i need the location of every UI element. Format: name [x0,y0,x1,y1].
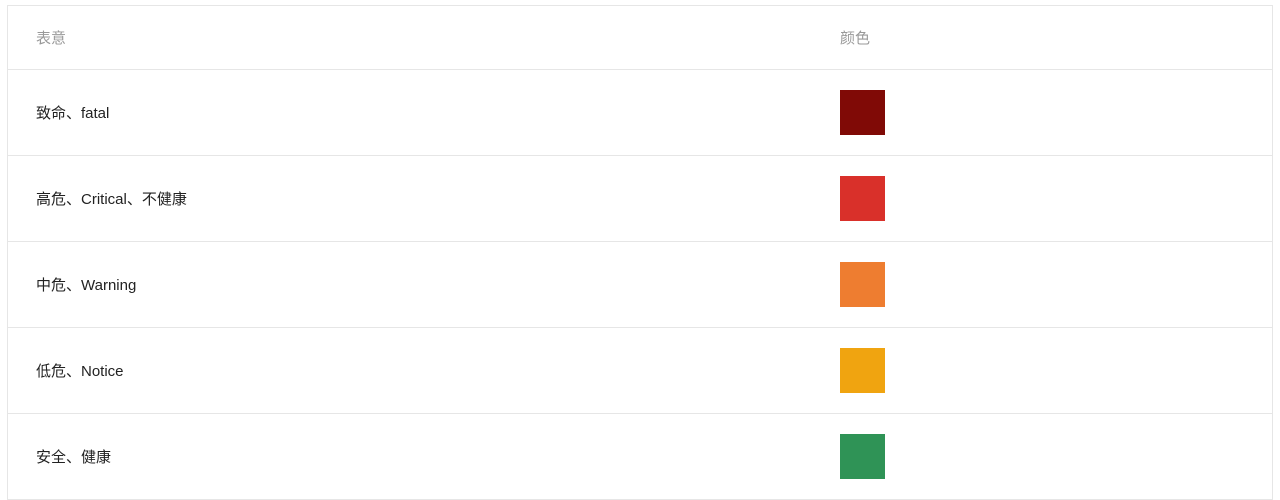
table-row: 安全、健康 [8,413,1272,499]
row-meaning: 高危、Critical、不健康 [36,191,187,208]
color-swatch [840,176,885,221]
color-swatch [840,348,885,393]
row-meaning: 中危、Warning [36,277,137,294]
row-color-cell [840,434,1272,479]
table-row: 高危、Critical、不健康 [8,155,1272,241]
row-color-cell [840,90,1272,135]
table-header-row: 表意 颜色 [8,6,1272,69]
row-color-cell [840,348,1272,393]
color-swatch [840,90,885,135]
table-row: 低危、Notice [8,327,1272,413]
table-row: 致命、fatal [8,69,1272,155]
row-color-cell [840,176,1272,221]
color-swatch [840,262,885,307]
header-color: 颜色 [840,30,871,47]
row-meaning: 低危、Notice [36,363,124,380]
row-meaning: 致命、fatal [36,105,110,122]
table-row: 中危、Warning [8,241,1272,327]
row-meaning: 安全、健康 [36,449,112,466]
severity-color-table: 表意 颜色 致命、fatal 高危、Critical、不健康 中危、Warnin… [7,5,1273,500]
header-meaning: 表意 [36,30,67,47]
color-swatch [840,434,885,479]
row-color-cell [840,262,1272,307]
